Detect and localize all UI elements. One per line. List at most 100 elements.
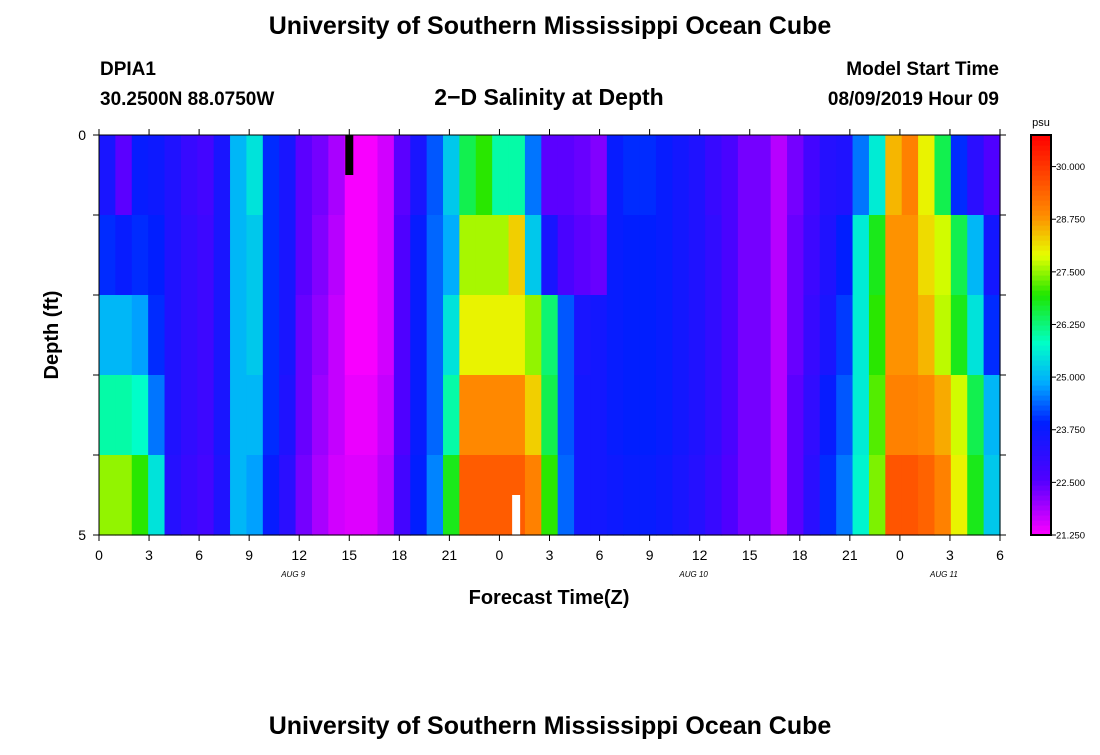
heatmap-cell <box>836 455 854 536</box>
heatmap-cell <box>901 295 919 376</box>
heatmap-cell <box>180 135 198 216</box>
heatmap-cell <box>230 375 248 456</box>
heatmap-cell <box>295 215 313 296</box>
heatmap-cell <box>148 135 166 216</box>
heatmap-cell <box>99 455 116 536</box>
colorbar-segment <box>1031 135 1051 141</box>
colorbar-segment <box>1031 520 1051 526</box>
colorbar-segment <box>1031 190 1051 196</box>
heatmap-cell <box>672 375 690 456</box>
heatmap-cell <box>574 135 592 216</box>
colorbar-segment <box>1031 270 1051 276</box>
colorbar-segment <box>1031 440 1051 446</box>
heatmap-cell <box>246 215 264 296</box>
heatmap-cell <box>967 135 985 216</box>
heatmap-cell <box>754 215 772 296</box>
heatmap-cell <box>639 375 657 456</box>
heatmap-cell <box>426 375 444 456</box>
colorbar-segment <box>1031 160 1051 166</box>
heatmap-cell <box>393 455 411 536</box>
heatmap-cell <box>410 215 428 296</box>
heatmap-cell <box>967 375 985 456</box>
heatmap-cell <box>279 135 297 216</box>
heatmap-cell <box>655 135 673 216</box>
heatmap-cell <box>475 215 493 296</box>
heatmap-cell <box>197 215 215 296</box>
heatmap-cell <box>950 375 968 456</box>
heatmap-cell <box>590 295 608 376</box>
heatmap-cell <box>459 375 477 456</box>
heatmap-cell <box>393 135 411 216</box>
colorbar-segment <box>1031 170 1051 176</box>
heatmap-cell <box>443 215 460 296</box>
heatmap-cell <box>590 135 608 216</box>
colorbar-segment <box>1031 465 1051 471</box>
heatmap-cell <box>99 215 116 296</box>
heatmap-cell <box>328 135 346 216</box>
colorbar-segment <box>1031 150 1051 156</box>
colorbar-segment <box>1031 390 1051 396</box>
heatmap-cell <box>311 215 329 296</box>
heatmap-cell <box>705 215 723 296</box>
heatmap-cell <box>115 455 133 536</box>
heatmap-cell <box>705 455 723 536</box>
heatmap-cell <box>311 455 329 536</box>
heatmap-cell <box>426 455 444 536</box>
heatmap-cell <box>475 135 493 216</box>
heatmap-cell <box>311 295 329 376</box>
x-tick-label: 3 <box>946 547 954 563</box>
heatmap-cell <box>787 295 805 376</box>
page-title: University of Southern Mississippi Ocean… <box>269 12 832 40</box>
heatmap-cell <box>311 135 329 216</box>
heatmap-cell <box>508 295 526 376</box>
heatmap-cell <box>754 135 772 216</box>
colorbar-segment <box>1031 250 1051 256</box>
heatmap-cell <box>557 135 575 216</box>
heatmap-cell <box>344 215 362 296</box>
colorbar-segment <box>1031 215 1051 221</box>
heatmap-cell <box>262 135 280 216</box>
heatmap-cell <box>99 375 116 456</box>
heatmap-cell <box>213 455 231 536</box>
heatmap-cell <box>459 295 477 376</box>
heatmap-cell <box>983 455 1001 536</box>
heatmap-cell <box>262 375 280 456</box>
colorbar-segment <box>1031 430 1051 436</box>
date-labels: AUG 9 AUG 10 AUG 11 <box>280 570 958 579</box>
heatmap-cell <box>606 375 624 456</box>
colorbar-segment <box>1031 295 1051 301</box>
heatmap-cell <box>164 375 182 456</box>
colorbar-segment <box>1031 460 1051 466</box>
heatmap-cell <box>295 455 313 536</box>
heatmap-cell <box>541 215 559 296</box>
colorbar-segment <box>1031 140 1051 146</box>
heatmap-cell <box>328 295 346 376</box>
heatmap-cell <box>819 455 837 536</box>
heatmap-cell <box>524 215 542 296</box>
colorbar-segment <box>1031 350 1051 356</box>
heatmap-cell <box>803 135 821 216</box>
heatmap-cell <box>377 455 395 536</box>
heatmap-cell <box>934 375 952 456</box>
colorbar-segment <box>1031 260 1051 266</box>
y-axis-label: Depth (ft) <box>41 291 63 380</box>
colorbar-segment <box>1031 280 1051 286</box>
heatmap-cell <box>279 215 297 296</box>
colorbar-segment <box>1031 470 1051 476</box>
heatmap-cell <box>770 375 788 456</box>
heatmap-cell <box>918 295 936 376</box>
colorbar-segment <box>1031 530 1051 536</box>
colorbar-segment <box>1031 185 1051 191</box>
heatmap-cell <box>131 375 149 456</box>
heatmap-cell <box>541 375 559 456</box>
heatmap-cell <box>852 295 870 376</box>
heatmap-cell <box>557 295 575 376</box>
heatmap-cell <box>344 375 362 456</box>
heatmap-cell <box>361 295 379 376</box>
heatmap-cell <box>623 375 641 456</box>
colorbar-segment <box>1031 195 1051 201</box>
heatmap-cell <box>492 375 510 456</box>
colorbar-segment <box>1031 415 1051 421</box>
heatmap-cell <box>574 295 592 376</box>
heatmap-cell <box>819 135 837 216</box>
